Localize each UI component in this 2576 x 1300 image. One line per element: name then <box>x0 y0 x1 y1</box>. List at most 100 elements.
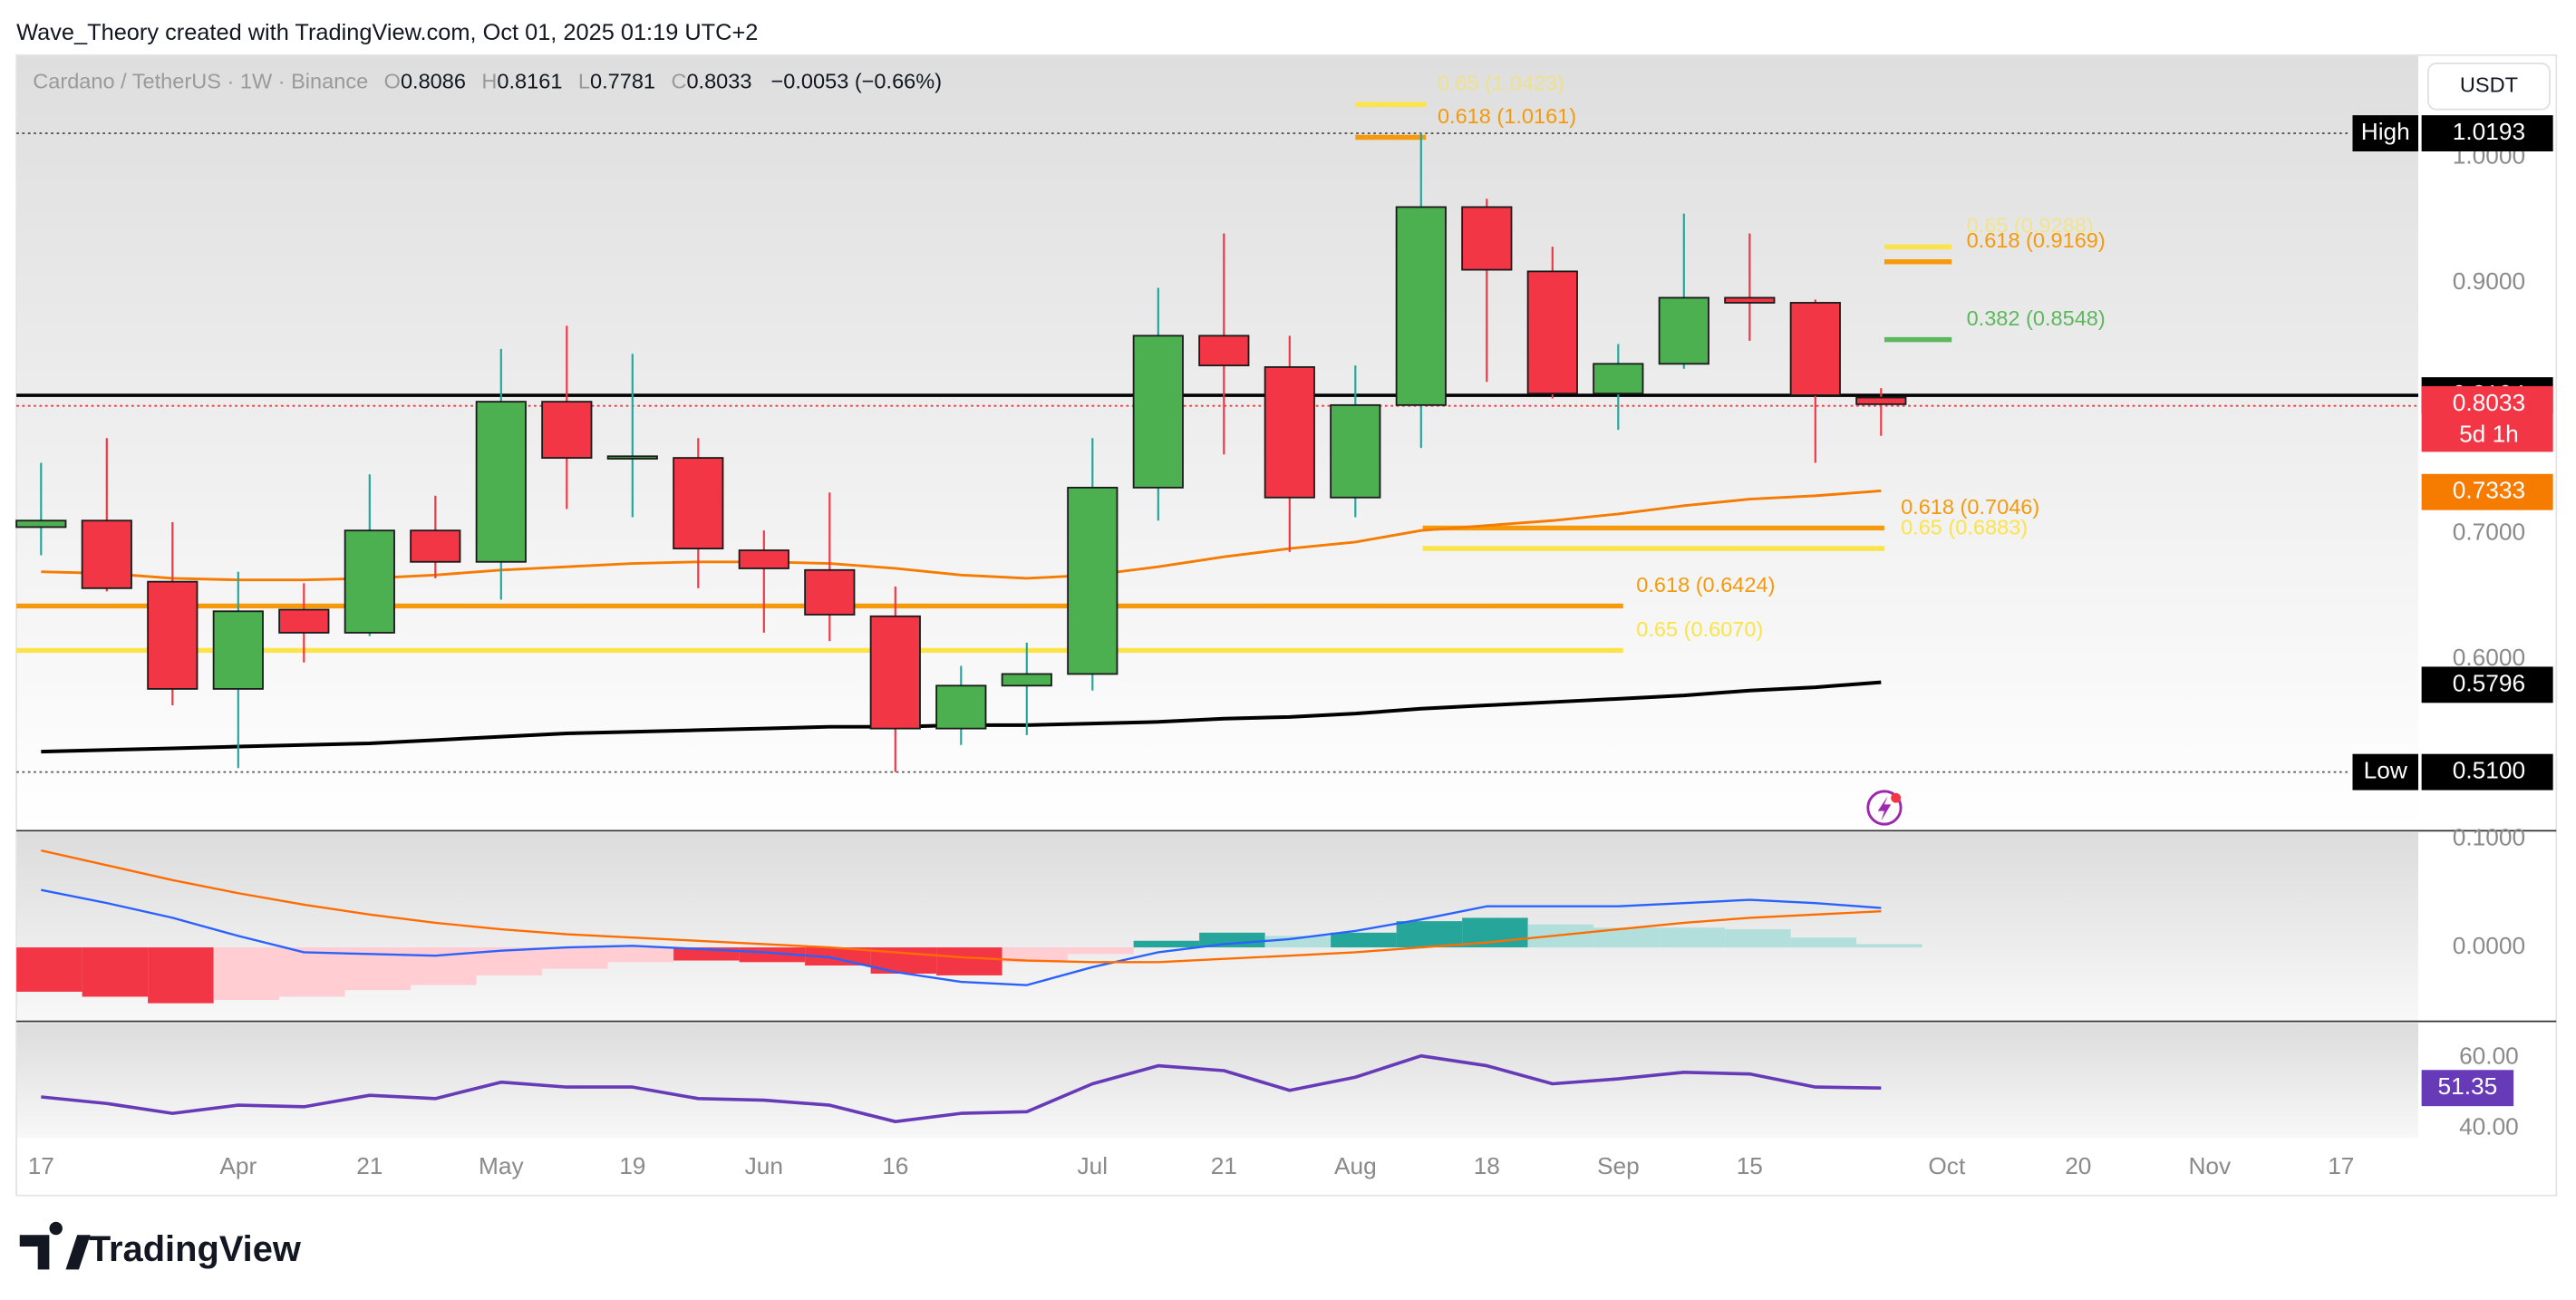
candle-body <box>15 519 67 529</box>
legend-key: C <box>671 70 686 93</box>
x-tick-label: Jun <box>745 1152 783 1179</box>
brand: TradingView <box>19 1221 302 1270</box>
frame <box>15 53 2558 1197</box>
price-pane <box>16 54 2418 831</box>
candle-body <box>1724 296 1776 304</box>
histogram-bar <box>1593 927 1660 948</box>
legend-change: −0.0053 (−0.66%) <box>771 70 943 93</box>
countdown: 5d 1h <box>2459 420 2519 447</box>
price-badge-label: 0.5796 <box>2453 669 2525 696</box>
fib-label: 0.65 (0.6070) <box>1636 617 1763 641</box>
x-tick-label: May <box>479 1152 524 1179</box>
legend-key: O <box>384 70 401 93</box>
y-tick-label: 0.9000 <box>2453 267 2525 295</box>
histogram-bar <box>213 947 280 1001</box>
candle-body <box>278 608 330 634</box>
macd-line <box>41 888 1882 986</box>
histogram-bar <box>16 947 82 992</box>
rsi-badge <box>2421 1070 2514 1107</box>
histogram-bar <box>1068 947 1134 955</box>
legend-key: L <box>578 70 590 93</box>
histogram-bar <box>607 947 674 963</box>
candle-body <box>804 568 856 616</box>
currency-label: USDT <box>2460 73 2518 97</box>
x-tick-label: Apr <box>219 1152 257 1179</box>
y-tick-label: 0.0000 <box>2453 932 2525 959</box>
histogram-bar <box>82 947 149 997</box>
y-tick-label: 0.1000 <box>2453 823 2525 850</box>
candle-body <box>738 549 789 569</box>
histogram-bar <box>148 947 214 1004</box>
candle-body <box>475 401 527 563</box>
histogram-bar <box>1790 937 1857 948</box>
x-tick-label: Jul <box>1078 1152 1109 1179</box>
candle-body <box>1132 335 1184 489</box>
fib-label: 0.618 (1.0161) <box>1438 104 1576 128</box>
x-tick-label: 16 <box>882 1152 908 1179</box>
extreme-tag <box>2352 753 2418 791</box>
price-badge <box>2421 385 2553 452</box>
candle-body <box>147 580 199 690</box>
fib-label: 0.618 (0.7046) <box>1901 495 2039 519</box>
histogram-bar <box>805 947 871 966</box>
histogram-bar <box>1725 929 1791 948</box>
legend-value: 0.7781 <box>590 70 655 93</box>
histogram-bar <box>542 947 608 969</box>
price-badge <box>2421 115 2553 151</box>
candle-body <box>1593 363 1644 395</box>
histogram-bar <box>936 947 1002 975</box>
histogram-bar <box>1331 932 1397 948</box>
candle-body <box>1395 206 1447 406</box>
legend: Cardano / TetherUS · 1W · Binance O0.808… <box>33 70 942 93</box>
x-tick-label: 20 <box>2065 1152 2091 1179</box>
fib-label: 0.65 (0.6883) <box>1901 515 2028 538</box>
candle-body <box>1658 296 1709 365</box>
histogram-bar <box>279 947 345 997</box>
symbol: Cardano / TetherUS · 1W · Binance <box>33 70 368 93</box>
rsi-line <box>41 1053 1882 1124</box>
y-tick-label: 0.7000 <box>2453 519 2525 546</box>
x-tick-label: Aug <box>1334 1152 1377 1179</box>
candle-body <box>1198 335 1250 367</box>
legend-value: 0.8161 <box>497 70 562 93</box>
candle-body <box>1789 302 1841 396</box>
y-tick-label: 0.6000 <box>2453 644 2525 671</box>
rsi-pane <box>16 1023 2418 1139</box>
fib-label: 0.618 (0.9169) <box>1967 228 2106 252</box>
extreme-tag <box>2352 115 2418 151</box>
x-tick-label: 18 <box>1474 1152 1500 1179</box>
macd-pane <box>16 832 2418 1022</box>
legend-value: 0.8033 <box>686 70 751 93</box>
candle-body <box>410 529 461 563</box>
extreme-tag-label: High <box>2361 118 2410 145</box>
x-tick-label: Nov <box>2188 1152 2232 1179</box>
candle-body <box>1526 270 1578 395</box>
legend-key: H <box>481 70 497 93</box>
fib-label: 0.382 (0.8548) <box>1967 306 2106 330</box>
candle-body <box>673 457 724 550</box>
rsi-badge-label: 51.35 <box>2438 1072 2498 1100</box>
histogram-bar <box>1002 947 1069 963</box>
candle-body <box>1330 403 1381 499</box>
candle-body <box>1855 396 1907 405</box>
price-badge-label: 0.7333 <box>2453 477 2525 504</box>
candle-body <box>1264 366 1315 499</box>
macd-line <box>41 849 1882 964</box>
price-badge <box>2421 666 2553 703</box>
candle-body <box>869 615 921 730</box>
x-tick-label: 19 <box>619 1152 645 1179</box>
x-tick-label: Oct <box>1928 1152 1966 1179</box>
y-tick-label: 60.00 <box>2459 1042 2519 1069</box>
histogram-bar <box>1396 921 1463 948</box>
histogram-bar <box>1659 927 1726 948</box>
candle-body <box>935 684 987 730</box>
candle-body <box>1067 486 1119 675</box>
y-tick-label: 40.00 <box>2459 1112 2519 1140</box>
candle-body <box>81 519 132 589</box>
histogram-bar <box>1199 932 1265 948</box>
fib-label: 0.65 (1.0423) <box>1438 72 1564 95</box>
currency-button[interactable] <box>2426 63 2551 111</box>
x-tick-label: 17 <box>28 1152 54 1179</box>
price-badge-label: 1.0193 <box>2453 118 2525 145</box>
